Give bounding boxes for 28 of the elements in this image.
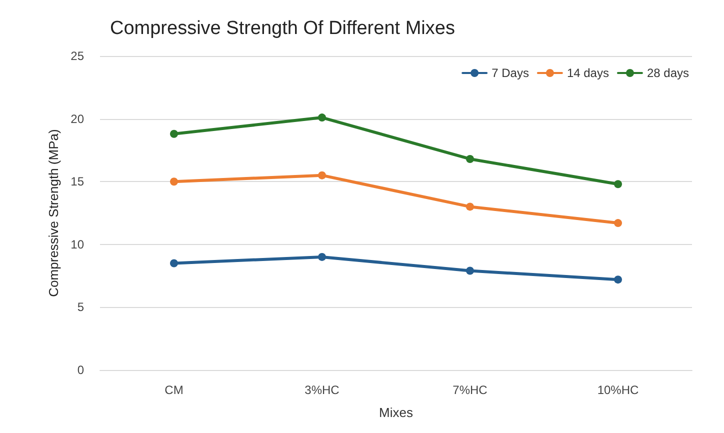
legend-label: 14 days	[566, 66, 609, 80]
y-tick-label: 20	[70, 112, 84, 126]
point	[318, 252, 326, 261]
y-tick-label: 10	[70, 237, 84, 252]
x-tick-label: 3%HC	[304, 383, 340, 397]
point	[466, 154, 474, 163]
y-tick-label: 25	[70, 49, 84, 63]
x-tick-label: CM	[164, 383, 184, 397]
x-tick-label: 10%HC	[597, 383, 640, 397]
y-axis-title: Compressive Strength (MPa)	[46, 129, 61, 297]
chart-title: Compressive Strength Of Different Mixes	[110, 18, 455, 39]
point	[614, 180, 622, 188]
x-axis-title: Mixes	[379, 405, 414, 420]
point	[318, 114, 326, 122]
x-tick-label: 7%HC	[452, 383, 488, 397]
legend-label: 7 Days	[492, 66, 529, 80]
y-tick-label: 5	[77, 300, 84, 314]
legend-label: 28 days	[646, 66, 689, 80]
point	[466, 266, 474, 275]
point	[170, 178, 178, 186]
point	[318, 171, 326, 180]
point	[170, 259, 178, 268]
point	[614, 219, 622, 228]
point	[466, 202, 474, 211]
point	[170, 130, 178, 138]
y-tick-label: 0	[77, 363, 84, 377]
y-tick-label: 15	[70, 174, 84, 189]
point	[614, 276, 622, 284]
